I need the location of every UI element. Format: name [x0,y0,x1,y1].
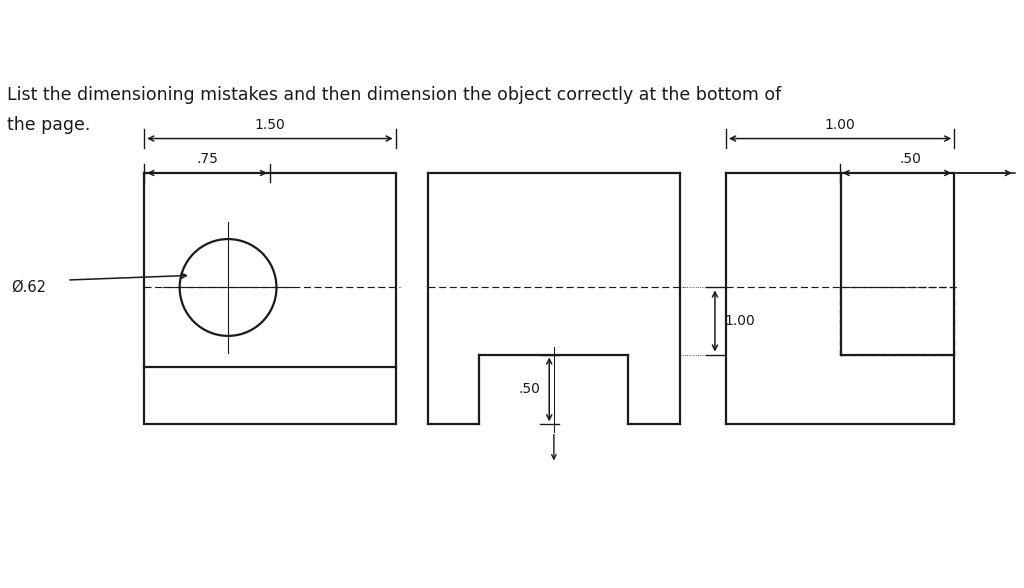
Text: .75: .75 [197,152,218,166]
Text: List the dimensioning mistakes and then dimension the object correctly at the bo: List the dimensioning mistakes and then … [7,86,781,105]
Text: the page.: the page. [7,116,91,134]
Text: .50: .50 [518,382,540,396]
Text: 1.00: 1.00 [824,118,855,132]
Text: 1.50: 1.50 [255,118,286,132]
Text: Ø.62: Ø.62 [11,280,46,295]
Text: 1.00: 1.00 [724,314,755,328]
Bar [144,173,395,425]
Text: .50: .50 [900,152,922,166]
